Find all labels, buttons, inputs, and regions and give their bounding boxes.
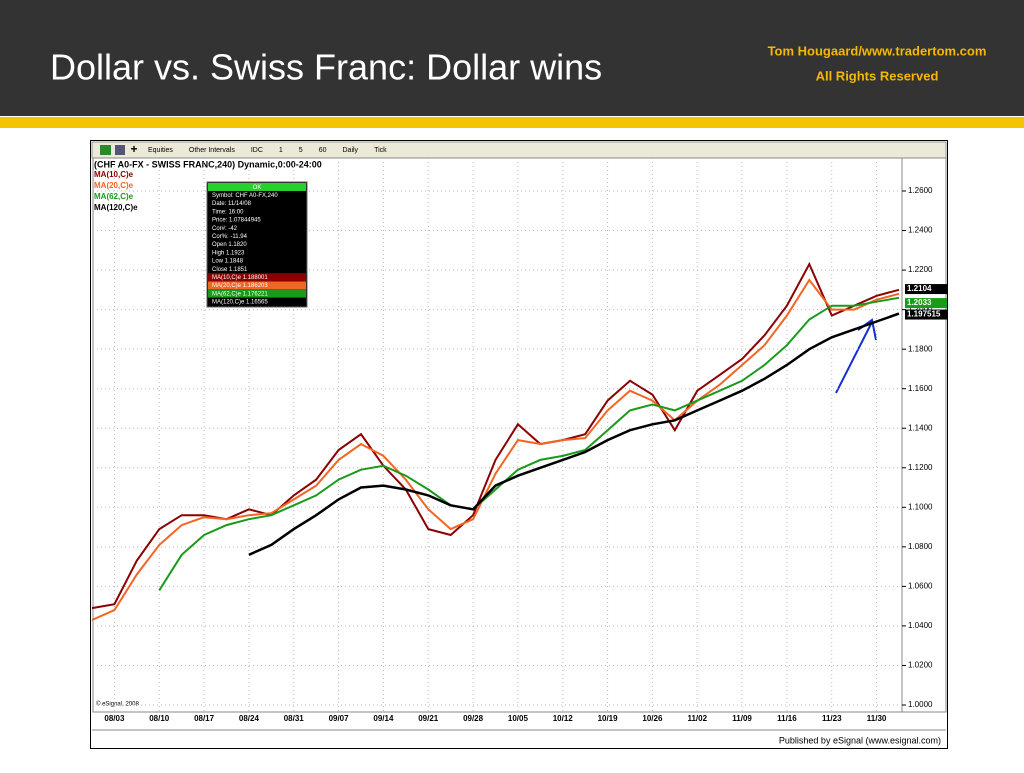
y-tick-label: 1.1000 [908, 502, 933, 511]
y-tick-label: 1.1200 [908, 463, 933, 472]
data-window-text: Open 1.1820 [212, 242, 247, 248]
data-window-text: Time: 16:00 [212, 209, 244, 215]
price-tag: 1.2033 [907, 298, 932, 307]
series-line [248, 312, 900, 556]
y-tick-label: 1.0200 [908, 661, 933, 670]
data-window-row [208, 183, 306, 191]
y-axis-area [901, 157, 947, 713]
toolbar-item[interactable]: 5 [299, 147, 303, 154]
y-tick-label: 1.1800 [908, 344, 933, 353]
price-tag-bg [905, 284, 947, 295]
data-window-text: Price: 1.07844945 [212, 218, 261, 224]
y-tick-label: 1.0400 [908, 621, 933, 630]
y-tick-label: 1.1400 [908, 423, 933, 432]
data-window-text: Cor#: -42 [212, 226, 238, 232]
y-tick-label: 1.2400 [908, 226, 933, 235]
data-window-text: High 1.1923 [212, 250, 245, 256]
price-tag: 1.2104 [907, 284, 932, 293]
x-tick-label: 08/03 [104, 714, 125, 723]
data-window-row [208, 273, 306, 282]
data-window-text: Cor%: -11.94 [212, 234, 248, 240]
data-window-text: Close 1.1851 [212, 267, 248, 273]
icon [115, 145, 125, 155]
credit: All Rights Reserved [816, 68, 939, 83]
x-tick-label: 09/14 [373, 714, 394, 723]
toolbar-item[interactable]: Other Intervals [189, 147, 235, 154]
x-tick-label: 10/05 [508, 714, 529, 723]
footer: Published by eSignal (www.esignal.com) [779, 735, 941, 745]
data-window-row [208, 289, 306, 298]
header-stripe [0, 117, 1024, 128]
slide-title: Dollar vs. Swiss Franc: Dollar wins [50, 47, 602, 88]
data-window-text: MA(62,C)e 1.176221 [212, 291, 268, 297]
data-window-row [208, 281, 306, 290]
x-tick-label: 10/19 [598, 714, 619, 723]
legend-entry: MA(120,C)e [94, 203, 138, 212]
icon: + [130, 142, 137, 156]
legend-entry: MA(20,C)e [94, 181, 134, 190]
data-window-text: Low 1.1848 [212, 259, 244, 265]
x-tick-label: 09/28 [463, 714, 484, 723]
data-window-text: MA(20,C)e 1.186203 [212, 283, 268, 289]
series-line [91, 278, 900, 621]
x-tick-label: 09/07 [329, 714, 350, 723]
data-window-text: Date: 11/14/08 [212, 201, 252, 207]
copyright: © eSignal, 2008 [96, 701, 139, 708]
toolbar-item[interactable]: 60 [319, 147, 327, 154]
x-tick-label: 11/09 [732, 714, 752, 723]
credit: Tom Hougaard/www.tradertom.com [768, 43, 987, 58]
x-tick-label: 08/10 [149, 714, 170, 723]
toolbar-item[interactable]: IDC [251, 147, 263, 154]
data-window-text: MA(120,C)e 1.16565 [212, 300, 268, 306]
toolbar-icons: + [100, 142, 138, 156]
data-window-text: OK [253, 185, 262, 191]
icon [100, 145, 111, 155]
x-tick-label: 08/31 [284, 714, 305, 723]
header-band [0, 0, 1024, 116]
x-tick-label: 10/12 [553, 714, 574, 723]
price-tag-bg [905, 309, 947, 320]
y-tick-label: 1.0600 [908, 581, 933, 590]
price-tag: 1.197515 [907, 310, 941, 319]
chart-title: (CHF A0-FX - SWISS FRANC,240) Dynamic,0:… [94, 159, 322, 169]
x-tick-label: 11/16 [777, 714, 797, 723]
y-tick-label: 1.0000 [908, 700, 933, 709]
y-tick-label: 1.2600 [908, 186, 933, 195]
toolbar-item[interactable]: Tick [374, 147, 387, 154]
y-tick-label: 1.2200 [908, 265, 933, 274]
price-tag-bg [905, 298, 947, 309]
legend-entry: MA(10,C)e [94, 170, 134, 179]
x-tick-label: 10/26 [642, 714, 663, 723]
x-tick-label: 08/17 [194, 714, 215, 723]
series-line [158, 296, 900, 591]
toolbar-item[interactable]: 1 [279, 147, 283, 154]
y-tick-label: 1.1600 [908, 384, 933, 393]
x-tick-label: 11/02 [687, 714, 707, 723]
x-tick-label: 11/23 [822, 714, 842, 723]
data-window-text: MA(10,C)e 1.188001 [212, 275, 268, 281]
y-tick-label: 1.2000 [908, 305, 933, 314]
x-tick-label: 11/30 [867, 714, 887, 723]
x-tick-label: 08/24 [239, 714, 260, 723]
y-tick-label: 1.0800 [908, 542, 933, 551]
legend-entry: MA(62,C)e [94, 192, 134, 201]
data-window-text: Symbol: CHF A0-FX,240 [212, 193, 278, 199]
x-tick-label: 09/21 [418, 714, 439, 723]
toolbar-item[interactable]: Equities [148, 147, 173, 154]
toolbar-item[interactable]: Daily [343, 147, 359, 154]
